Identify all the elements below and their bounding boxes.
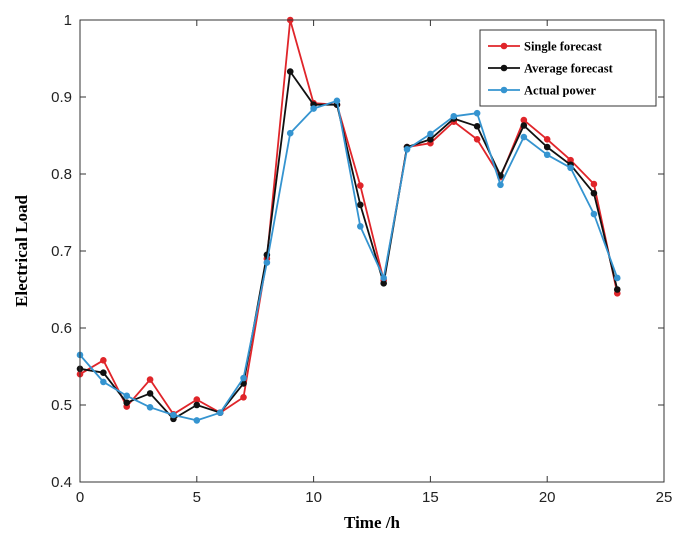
data-point-average-forecast xyxy=(146,390,154,397)
data-point-single-forecast xyxy=(567,156,574,164)
legend-marker-average-forecast xyxy=(500,64,508,72)
data-point-actual-power xyxy=(123,392,131,400)
data-point-average-forecast xyxy=(100,369,107,376)
data-point-actual-power xyxy=(286,129,294,137)
x-tick-label: 25 xyxy=(656,489,673,506)
data-point-actual-power xyxy=(520,133,528,141)
data-point-single-forecast xyxy=(146,376,154,383)
series-line-average-forecast xyxy=(79,70,619,420)
data-point-single-forecast xyxy=(357,182,364,189)
data-point-actual-power xyxy=(100,378,107,386)
axes: 0 5 10 15 20 25 0.4 0.5 0.6 0.7 0.8 0.9 1 xyxy=(51,12,672,506)
legend-label-actual-power: Actual power xyxy=(524,84,596,98)
legend: Single forecast Average forecast Actual po… xyxy=(479,29,657,107)
x-tick-label: 0 xyxy=(76,489,84,506)
data-point-single-forecast xyxy=(193,396,201,403)
data-point-average-forecast xyxy=(123,399,131,406)
x-tick-label: 5 xyxy=(193,489,201,506)
data-point-single-forecast xyxy=(473,136,481,143)
data-point-actual-power xyxy=(613,274,621,282)
legend-label-average-forecast: Average forecast xyxy=(524,62,614,76)
data-point-average-forecast xyxy=(613,286,621,293)
legend-marker-single-forecast xyxy=(500,42,508,50)
y-tick-label: 0.4 xyxy=(51,474,72,491)
data-point-actual-power xyxy=(310,105,317,112)
data-point-actual-power xyxy=(543,151,551,159)
series-line-actual-power xyxy=(79,99,619,422)
data-point-single-forecast xyxy=(100,357,107,364)
legend-marker-actual-power xyxy=(500,86,508,94)
data-point-actual-power xyxy=(357,223,364,230)
data-point-average-forecast xyxy=(473,122,481,130)
data-point-actual-power xyxy=(170,411,177,419)
data-point-actual-power xyxy=(333,97,341,105)
data-point-average-forecast xyxy=(520,122,528,129)
data-point-actual-power xyxy=(473,109,481,117)
y-tick-label: 0.6 xyxy=(51,320,72,337)
legend-label-single-forecast: Single forecast xyxy=(524,40,603,54)
data-point-average-forecast xyxy=(286,68,294,75)
series-line-single-forecast xyxy=(79,19,619,416)
data-point-actual-power xyxy=(240,374,247,382)
data-point-actual-power xyxy=(216,409,224,417)
y-axis-title: Electrical Load xyxy=(12,195,31,307)
data-point-average-forecast xyxy=(193,401,201,409)
data-point-average-forecast xyxy=(357,201,364,209)
data-point-single-forecast xyxy=(543,136,551,143)
y-tick-label: 0.9 xyxy=(51,89,72,106)
x-tick-label: 15 xyxy=(422,489,439,506)
data-point-actual-power xyxy=(263,259,271,266)
data-point-single-forecast xyxy=(590,180,598,188)
data-point-actual-power xyxy=(427,130,434,138)
data-point-single-forecast xyxy=(520,116,528,124)
data-point-actual-power xyxy=(193,417,201,424)
data-point-actual-power xyxy=(403,146,411,153)
data-point-average-forecast xyxy=(380,280,387,287)
plot-area xyxy=(76,16,621,424)
data-point-actual-power xyxy=(590,210,598,218)
x-tick-label: 10 xyxy=(305,489,322,506)
data-point-actual-power xyxy=(380,274,387,282)
y-tick-label: 1 xyxy=(64,12,72,29)
data-point-actual-power xyxy=(567,164,574,172)
y-tick-label: 0.8 xyxy=(51,166,72,183)
data-point-actual-power xyxy=(450,112,458,120)
y-tick-label: 0.7 xyxy=(51,243,72,260)
data-point-average-forecast xyxy=(590,189,598,197)
data-point-average-forecast xyxy=(427,136,434,143)
data-point-actual-power xyxy=(497,181,504,189)
data-point-actual-power xyxy=(146,404,154,411)
y-tick-label: 0.5 xyxy=(51,397,72,414)
x-tick-label: 20 xyxy=(539,489,556,506)
x-axis-title: Time /h xyxy=(344,513,400,532)
data-point-single-forecast xyxy=(240,394,247,401)
data-point-average-forecast xyxy=(543,143,551,151)
